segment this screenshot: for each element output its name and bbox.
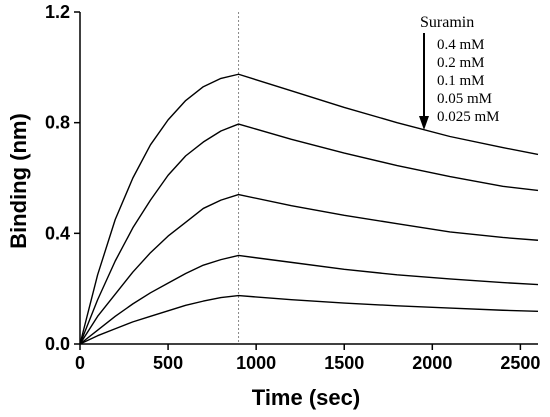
y-tick-label: 1.2 — [45, 2, 70, 22]
x-tick-label: 0 — [75, 353, 85, 373]
x-axis-title: Time (sec) — [252, 385, 360, 410]
x-tick-label: 500 — [153, 353, 183, 373]
legend-entry: 0.4 mM — [437, 37, 485, 53]
legend-entry: 0.025 mM — [437, 109, 500, 125]
legend-entry: 0.05 mM — [437, 91, 492, 107]
series-line-3 — [79, 193, 539, 345]
legend-entry: 0.1 mM — [437, 73, 485, 89]
series-line-1 — [79, 73, 539, 345]
series-line-5 — [79, 294, 539, 345]
x-tick-label: 1000 — [236, 353, 276, 373]
series-layer — [79, 73, 539, 345]
arrow-down-icon — [419, 116, 429, 130]
axes: 0 500 1000 1500 2000 2500 0.0 0.4 0.8 1.2 — [45, 2, 540, 373]
y-tick-label: 0.8 — [45, 113, 70, 133]
x-tick-label: 1500 — [324, 353, 364, 373]
legend-entry: 0.2 mM — [437, 55, 485, 71]
legend: Suramin 0.4 mM 0.2 mM 0.1 mM 0.05 mM 0.025 mM — [419, 14, 500, 130]
legend-title: Suramin — [420, 14, 474, 31]
y-tick-label: 0.4 — [45, 223, 70, 243]
y-tick-label: 0.0 — [45, 334, 70, 354]
y-axis-title: Binding (nm) — [6, 113, 31, 249]
x-tick-label: 2000 — [412, 353, 452, 373]
series-line-4 — [79, 254, 539, 345]
series-line-2 — [79, 123, 539, 345]
x-tick-label: 2500 — [500, 353, 540, 373]
